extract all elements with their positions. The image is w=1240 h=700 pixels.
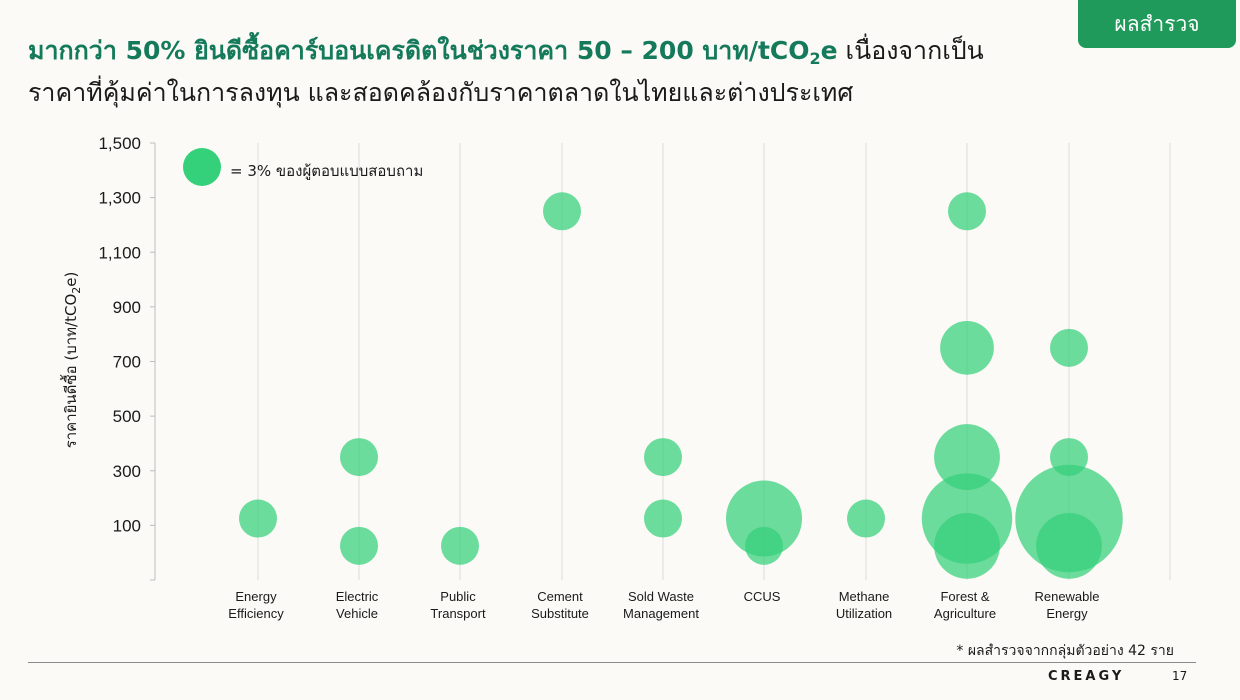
y-tick-label: 1,100 [98,243,141,262]
bubble-point [441,526,479,565]
x-category-label: Cement Substitute [531,589,589,621]
y-tick-label: 100 [113,516,141,535]
bubble-point [543,192,581,231]
bubble-point [1050,328,1088,367]
bubble-point [847,499,885,538]
y-tick-label: 1,500 [98,134,141,153]
headline-rest: เนื่องจากเป็น [837,36,984,65]
x-category-label: Electric Vehicle [336,589,379,621]
bubble-point [644,438,682,477]
bubble-point [934,512,1000,579]
headline-line-2: ราคาที่คุ้มค่าในการลงทุน และสอดคล้องกับร… [28,78,854,107]
y-axis-label: ราคายินดีซื้อ (บาท/tCO2e) [60,272,83,449]
bubble-point [1036,512,1102,579]
y-tick-label: 700 [113,353,141,372]
bubble-point [940,320,994,375]
bubble-point [239,499,277,538]
brand-logo-text: CREAGY [1048,669,1125,684]
headline-highlight: มากกว่า 50% ยินดีซื้อคาร์บอนเครดิตในช่วง… [28,36,838,68]
y-tick-label: 500 [113,407,141,426]
legend-label: = 3% ของผู้ตอบแบบสอบถาม [230,162,423,180]
bubble-chart: 100 300 500 700 900 1,100 1,300 1,500 ราคายินดีซ… [60,134,1171,621]
headline-line-1: มากกว่า 50% ยินดีซื้อคาร์บอนเครดิตในช่วง… [28,34,1078,76]
bubble-point [726,480,802,557]
bubble-point [340,438,378,477]
footnote: * ผลสำรวจจากกลุ่มตัวอย่าง 42 ราย [956,643,1174,659]
x-category-label: Renewable Energy [1034,589,1099,621]
headline-highlight-subscript: 2 [809,49,821,68]
bubble-point [644,499,682,538]
survey-results-badge: ผลสำรวจ [1078,0,1236,48]
y-tick-label: 1,300 [98,189,141,208]
bubble-point [340,526,378,565]
headline-highlight-text: มากกว่า 50% ยินดีซื้อคาร์บอนเครดิตในช่วง… [28,36,810,65]
x-category-label: CCUS [744,589,781,604]
page-number: 17 [1172,669,1188,683]
x-category-label: Forest & Agriculture [934,589,996,621]
y-tick-label: 300 [113,462,141,481]
bubble-point [745,526,783,565]
bubble-point [948,192,986,231]
bubble-chart-svg: 100 300 500 700 900 1,100 1,300 1,500 ราคายินดีซ… [60,134,1171,621]
x-category-label: Sold Waste Management [623,589,699,621]
footer-divider [28,662,1196,663]
bubble-point [934,424,1000,491]
slide-headline: มากกว่า 50% ยินดีซื้อคาร์บอนเครดิตในช่วง… [28,34,1078,110]
y-tick-label: 900 [113,298,141,317]
x-category-label: Public Transport [430,589,486,621]
headline-highlight-suffix: e [820,36,838,65]
legend-bubble-icon [183,148,221,186]
x-category-label: Methane Utilization [836,589,892,621]
x-category-label: Energy Efficiency [228,589,284,621]
